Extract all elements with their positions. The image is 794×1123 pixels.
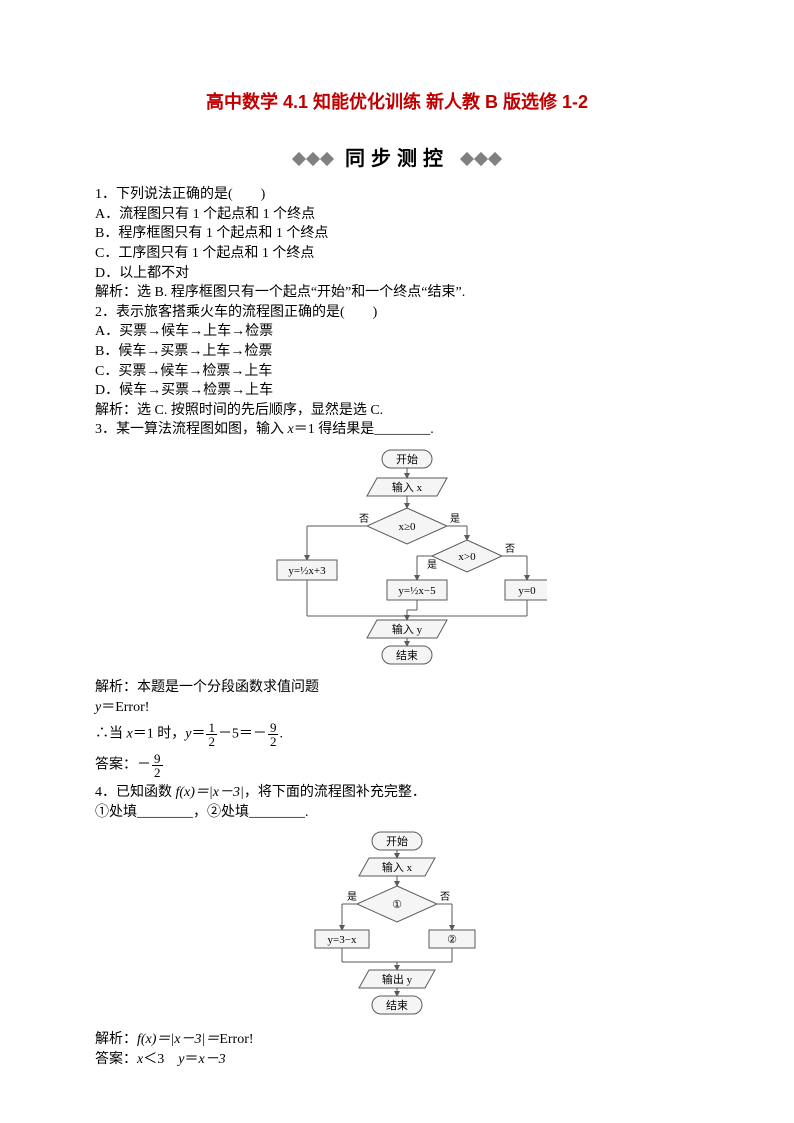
q3-a1: 解析：本题是一个分段函数求值问题 [95,678,699,698]
f2-start: 开始 [386,834,408,848]
q1-option-d: D．以上都不对 [95,264,699,284]
q3-stem: 3．某一算法流程图如图，输入 x＝1 得结果是________. [95,420,699,440]
q4-stem-fn: f(x)＝|x－3| [176,785,244,800]
q1-option-b: B．程序框图只有 1 个起点和 1 个终点 [95,224,699,244]
f1-no1: 否 [359,513,369,525]
q4-stem: 4．已知函数 f(x)＝|x－3|，将下面的流程图补充完整． [95,783,699,803]
q1-option-a: A．流程图只有 1 个起点和 1 个终点 [95,205,699,225]
f2-yes: 是 [347,891,357,903]
f2-input: 输入 x [382,860,413,874]
f1-b2: y=½x−5 [398,585,436,597]
f1-input: 输入 x [392,480,423,494]
q3-a3: ∴当 x＝1 时，y＝12－5＝－92. [95,721,699,748]
f2-b1: y=3−x [328,934,357,946]
q4-stem-prefix: 4．已知函数 [95,785,176,800]
f2-b2: ② [447,934,457,946]
q1-option-c: C．工序图只有 1 个起点和 1 个终点 [95,244,699,264]
q2-stem: 2．表示旅客搭乘火车的流程图正确的是( ) [95,303,699,323]
diamond-right-icon [461,154,501,164]
q3-a3-eq: ＝ [191,727,205,742]
flowchart-1: 开始 输入 x x≥0 否 y=½x+3 是 x>0 否 y=0 是 y=½x−… [95,448,699,668]
q3-analysis: 解析：本题是一个分段函数求值问题 y＝Error! ∴当 x＝1 时，y＝12－… [95,678,699,779]
q2-option-c: C．买票→候车→检票→上车 [95,362,699,382]
q4-a1-fn: f(x)＝|x－3|＝ [137,1032,219,1047]
banner-text: 同步测控 [345,145,449,173]
q2-answer: 解析：选 C. 按照时间的先后顺序，显然是选 C. [95,401,699,421]
f1-start: 开始 [396,452,418,466]
q3-a3-minus: －5＝－ [218,727,267,742]
q4-a2: 答案：x＜3 y＝x－3 [95,1050,699,1070]
frac-9-2b: 92 [152,752,163,779]
q3-a3-dot: . [279,727,283,742]
q3-a3-prefix: ∴当 [95,727,127,742]
f2-end: 结束 [386,999,408,1012]
f1-out: 输入 y [392,622,423,636]
q4-analysis: 解析：f(x)＝|x－3|＝Error! 答案：x＜3 y＝x－3 [95,1030,699,1069]
q4-a2-prefix: 答案： [95,1052,137,1067]
section-banner: 同步测控 [95,145,699,173]
q4-stem-suffix: ，将下面的流程图补充完整． [244,785,426,800]
q4-a1-suffix: Error! [219,1032,253,1047]
f1-cond1: x≥0 [398,521,416,533]
f1-cond2: x>0 [458,551,476,563]
frac-9-2: 92 [268,721,279,748]
q2-option-d: D．候车→买票→检票→上车 [95,381,699,401]
q3-a4-prefix: 答案：－ [95,758,151,773]
q3-a2-err: ＝Error! [101,700,149,715]
q4-a2-expr: x－3 [198,1052,225,1067]
diamond-left-icon [293,154,333,164]
question-3: 3．某一算法流程图如图，输入 x＝1 得结果是________. [95,420,699,440]
q1-answer: 解析：选 B. 程序框图只有一个起点“开始”和一个终点“结束”. [95,283,699,303]
q3-stem-prefix: 3．某一算法流程图如图，输入 [95,422,288,437]
q3-a2: y＝Error! [95,698,699,718]
q2-option-a: A．买票→候车→上车→检票 [95,322,699,342]
q4-a2-lt: ＜3 [143,1052,178,1067]
q1-stem: 1．下列说法正确的是( ) [95,185,699,205]
f1-yes1: 是 [450,513,460,525]
q3-a3-mid: ＝1 时， [133,727,186,742]
frac-1-2: 12 [206,721,217,748]
f2-no: 否 [440,891,450,903]
question-1: 1．下列说法正确的是( ) A．流程图只有 1 个起点和 1 个终点 B．程序框… [95,185,699,303]
q4-a1: 解析：f(x)＝|x－3|＝Error! [95,1030,699,1050]
f1-b1: y=½x+3 [288,565,326,577]
page-title: 高中数学 4.1 知能优化训练 新人教 B 版选修 1-2 [95,90,699,115]
q4-a2-eq: ＝ [184,1052,198,1067]
f2-cond: ① [392,899,402,911]
f1-yes2: 是 [427,559,437,571]
q4-a1-prefix: 解析： [95,1032,137,1047]
f1-end: 结束 [396,649,418,662]
q3-stem-suffix: ＝1 得结果是________. [294,422,434,437]
q4-fill: ①处填________，②处填________. [95,803,699,823]
f1-b3: y=0 [518,585,536,597]
q3-a4: 答案：－92 [95,752,699,779]
question-2: 2．表示旅客搭乘火车的流程图正确的是( ) A．买票→候车→上车→检票 B．候车… [95,303,699,421]
f1-no2: 否 [505,543,515,555]
q2-option-b: B．候车→买票→上车→检票 [95,342,699,362]
question-4: 4．已知函数 f(x)＝|x－3|，将下面的流程图补充完整． ①处填______… [95,783,699,822]
flowchart-2: 开始 输入 x ① 是 否 y=3−x ② 输出 y 结束 [95,830,699,1020]
f2-out: 输出 y [382,972,413,986]
